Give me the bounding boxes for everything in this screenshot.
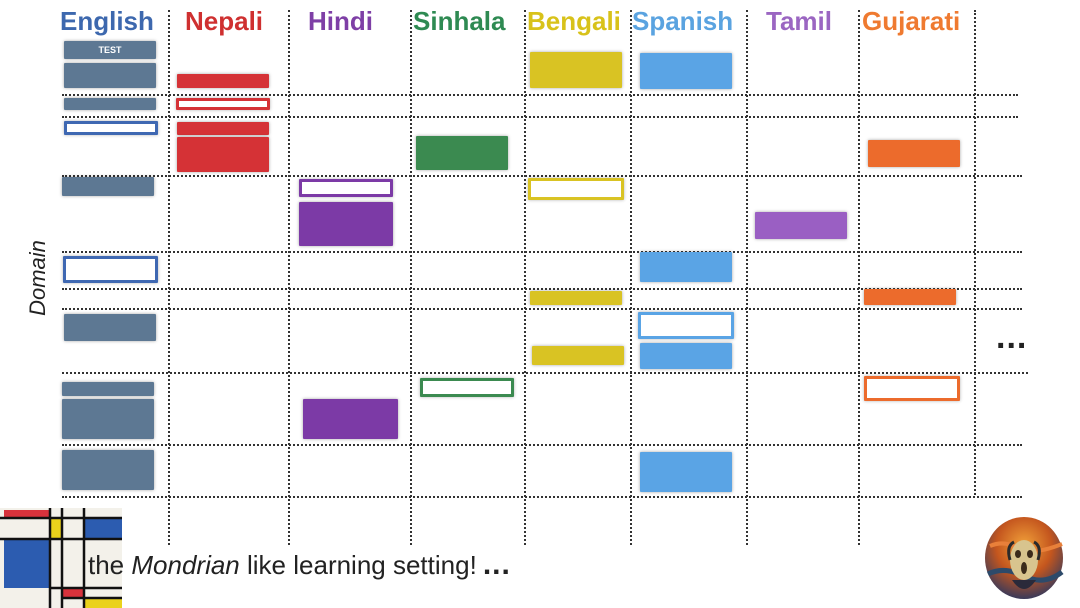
english-data-block: [62, 450, 154, 490]
bengali-data-block: [530, 52, 622, 88]
hindi-data-block: [303, 399, 398, 439]
english-data-block: [62, 382, 154, 396]
more-languages-ellipsis: ...: [996, 318, 1028, 356]
caption-before: the: [88, 550, 132, 580]
domain-axis-label: Domain: [25, 240, 50, 316]
sinhala-outline-block: [420, 378, 514, 397]
hindi-data-block: [299, 202, 393, 246]
row-divider: [62, 251, 1022, 253]
english-data-block: [62, 177, 154, 196]
column-divider: [858, 10, 860, 545]
english-data-block: [64, 41, 156, 59]
spanish-data-block: [640, 252, 732, 282]
column-divider: [746, 10, 748, 545]
spanish-data-block: [640, 343, 732, 369]
mondrian-painting: [0, 508, 122, 608]
row-divider: [62, 444, 1022, 446]
language-header-gujarati: Gujarati: [862, 6, 961, 36]
row-divider: [62, 94, 1018, 96]
caption-emphasis: Mondrian: [131, 550, 240, 580]
spanish-data-block: [640, 452, 732, 492]
bengali-outline-block: [528, 178, 624, 200]
row-divider: [62, 288, 1022, 290]
sinhala-data-block: [416, 136, 508, 170]
gujarati-data-block: [864, 289, 956, 305]
row-divider: [62, 372, 1028, 374]
nepali-data-block: [177, 137, 269, 172]
english-data-block: [62, 399, 154, 439]
language-header-hindi: Hindi: [308, 6, 373, 36]
hindi-outline-block: [299, 179, 393, 197]
column-divider: [410, 10, 412, 545]
english-data-block: [64, 314, 156, 341]
bengali-data-block: [532, 346, 624, 365]
caption-ellipsis: ...: [482, 548, 511, 581]
language-header-tamil: Tamil: [766, 6, 832, 36]
column-divider: [288, 10, 290, 545]
row-divider: [62, 496, 1022, 498]
gujarati-outline-block: [864, 376, 960, 401]
language-header-nepali: Nepali: [185, 6, 264, 36]
spanish-outline-block: [638, 312, 734, 339]
column-divider: [630, 10, 632, 545]
column-divider: [168, 10, 170, 545]
column-divider: [524, 10, 526, 545]
english-data-block: [64, 98, 156, 110]
row-divider: [62, 116, 1018, 118]
nepali-data-block: [177, 122, 269, 135]
spanish-data-block: [640, 53, 732, 89]
language-header-bengali: Bengali: [527, 6, 621, 36]
row-divider: [62, 175, 1022, 177]
caption-after: like learning setting!: [239, 550, 477, 580]
english-outline-block: [64, 121, 158, 135]
tamil-data-block: [755, 212, 847, 239]
row-divider: [62, 308, 1022, 310]
english-data-block: [64, 63, 156, 88]
bengali-data-block: [530, 291, 622, 305]
gujarati-data-block: [868, 140, 960, 167]
nepali-data-block: [177, 74, 269, 88]
language-header-sinhala: Sinhala: [413, 6, 506, 36]
language-header-english: English: [60, 6, 154, 36]
test-label: TEST: [98, 45, 122, 55]
english-outline-block: [63, 256, 158, 283]
language-header-spanish: Spanish: [632, 6, 734, 36]
caption: the Mondrian like learning setting!...: [88, 548, 511, 582]
scream-painting: [985, 517, 1064, 599]
nepali-outline-block: [176, 98, 270, 110]
